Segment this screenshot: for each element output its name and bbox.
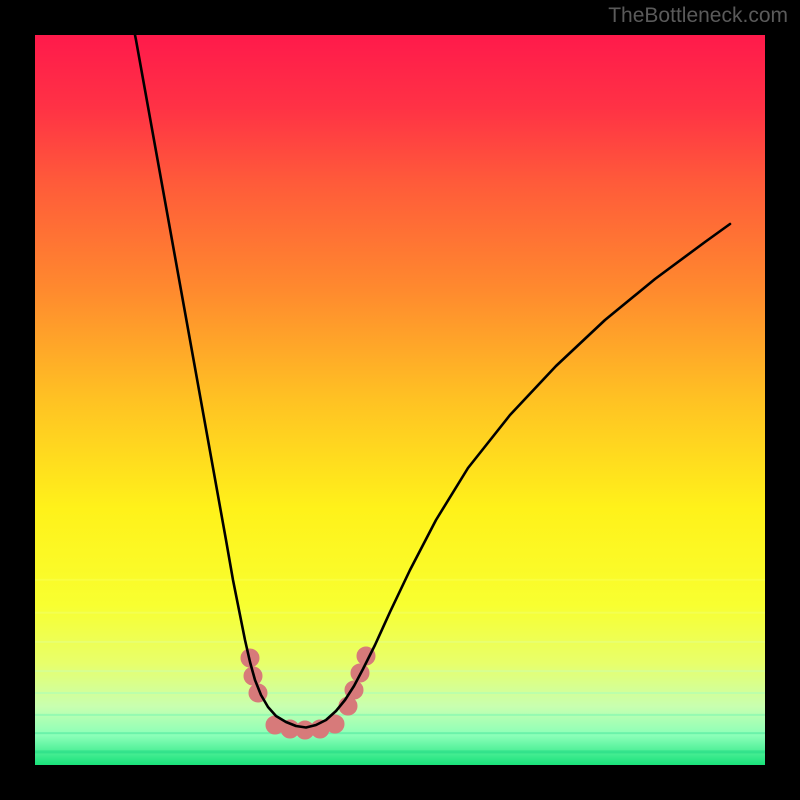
gradient-background xyxy=(35,35,765,765)
chart-svg xyxy=(35,35,765,765)
plot-area xyxy=(35,35,765,765)
watermark-text: TheBottleneck.com xyxy=(608,4,788,28)
